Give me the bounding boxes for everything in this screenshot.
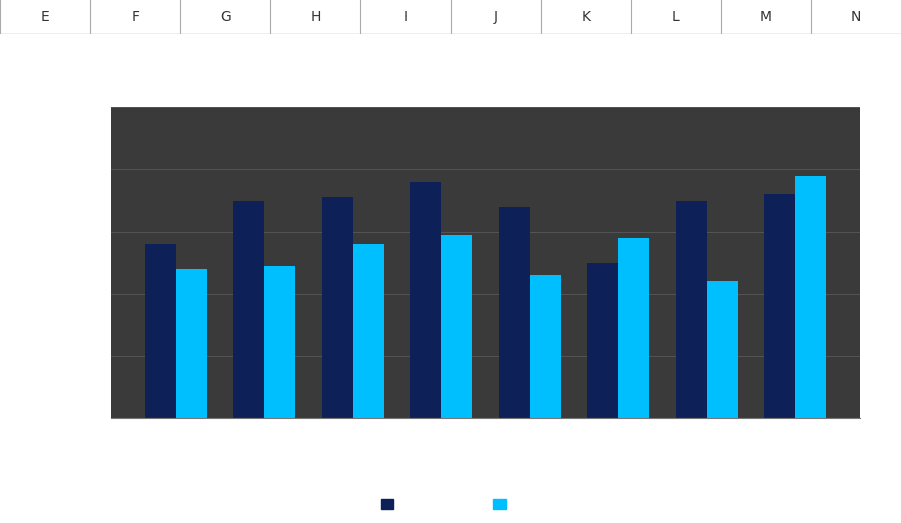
X-axis label: MONTH: MONTH [457, 445, 514, 459]
Text: M: M [760, 10, 772, 24]
Bar [707, 281, 738, 418]
Title: Monthly Sales: Monthly Sales [392, 74, 579, 98]
Bar [353, 244, 384, 418]
Bar [587, 263, 618, 418]
Text: F: F [132, 10, 139, 24]
Text: G: G [220, 10, 231, 24]
Bar [145, 244, 176, 418]
Bar [618, 238, 650, 418]
Bar [176, 269, 207, 418]
Bar [676, 200, 707, 418]
Text: H: H [310, 10, 321, 24]
Text: E: E [41, 10, 50, 24]
Bar [411, 182, 441, 418]
Y-axis label: SALES: SALES [42, 238, 57, 287]
Bar [322, 198, 353, 418]
Bar [233, 200, 264, 418]
Legend: Sales (2021), Sales (2022): Sales (2021), Sales (2022) [376, 493, 596, 516]
Text: L: L [672, 10, 679, 24]
Bar [796, 176, 826, 418]
Bar [764, 195, 796, 418]
Text: N: N [851, 10, 861, 24]
Text: I: I [404, 10, 407, 24]
Bar [499, 207, 530, 418]
Bar [264, 266, 296, 418]
Text: J: J [494, 10, 497, 24]
Bar [530, 275, 560, 418]
Bar [441, 235, 472, 418]
Text: K: K [581, 10, 590, 24]
